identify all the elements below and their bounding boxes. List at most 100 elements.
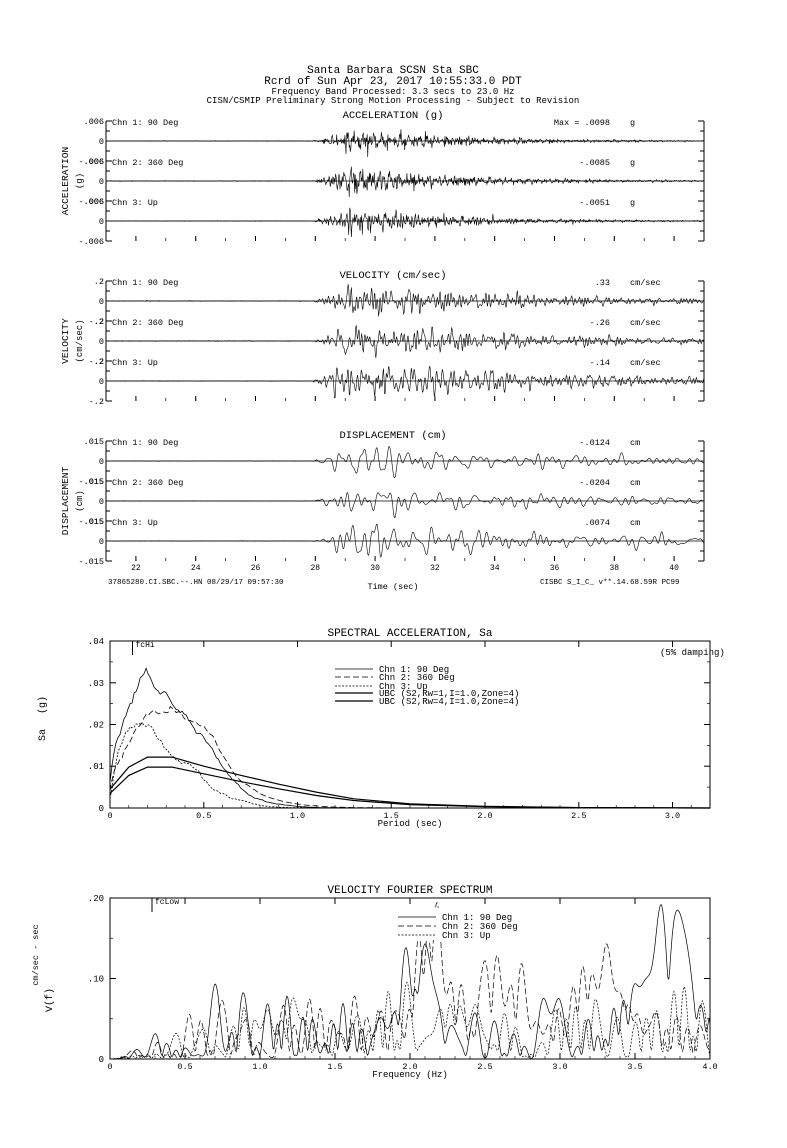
svg-text:cm/sec: cm/sec	[630, 278, 661, 288]
svg-text:0: 0	[99, 297, 104, 307]
svg-text:1.0: 1.0	[252, 1062, 267, 1072]
svg-text:28: 28	[310, 564, 320, 573]
svg-text:38: 38	[609, 564, 619, 573]
svg-text:cm: cm	[630, 518, 640, 528]
svg-text:Chn 1: 90 Deg: Chn 1: 90 Deg	[112, 278, 178, 288]
svg-text:.015: .015	[84, 517, 104, 527]
svg-text:(g): (g)	[37, 696, 49, 714]
svg-text:fcHi: fcHi	[136, 641, 155, 650]
svg-text:2.5: 2.5	[571, 811, 586, 821]
svg-text:.03: .03	[88, 679, 104, 689]
svg-text:Chn 3: Up: Chn 3: Up	[112, 518, 158, 528]
svg-text:V(f): V(f)	[44, 988, 56, 1012]
svg-text:-.0124: -.0124	[579, 438, 610, 448]
svg-text:CISN/CSMIP Preliminary Strong: CISN/CSMIP Preliminary Strong Motion Pro…	[207, 96, 580, 106]
svg-text:(5% damping): (5% damping)	[660, 648, 725, 658]
svg-text:24: 24	[191, 564, 201, 573]
svg-text:-.015: -.015	[78, 557, 104, 567]
svg-text:Chn 2: 360 Deg: Chn 2: 360 Deg	[112, 158, 183, 168]
svg-text:0: 0	[107, 811, 112, 821]
svg-text:-.0085: -.0085	[579, 158, 610, 168]
svg-text:(cm): (cm)	[75, 490, 85, 512]
svg-text:Chn 1: 90 Deg: Chn 1: 90 Deg	[112, 118, 178, 128]
svg-text:.10: .10	[88, 975, 104, 985]
svg-text:VELOCITY FOURIER SPECTRUM: VELOCITY FOURIER SPECTRUM	[327, 885, 492, 897]
svg-text:Chn 3: Up: Chn 3: Up	[112, 358, 158, 368]
svg-text:3.0: 3.0	[552, 1062, 567, 1072]
svg-text:cm/sec - sec: cm/sec - sec	[31, 924, 41, 985]
svg-text:DISPLACEMENT: DISPLACEMENT	[60, 467, 71, 536]
svg-text:.04: .04	[88, 637, 104, 647]
svg-text:2.0: 2.0	[477, 811, 492, 821]
svg-text:Frequency (Hz): Frequency (Hz)	[372, 1070, 448, 1080]
svg-text:0: 0	[107, 1062, 112, 1072]
svg-text:.006: .006	[84, 117, 104, 127]
svg-text:36: 36	[550, 564, 560, 573]
svg-text:Period (sec): Period (sec)	[378, 819, 443, 829]
svg-text:.2: .2	[94, 317, 104, 327]
svg-text:Chn 2: 360 Deg: Chn 2: 360 Deg	[112, 478, 183, 488]
svg-text:0: 0	[99, 1055, 104, 1065]
svg-text:.015: .015	[84, 477, 104, 487]
svg-text:0: 0	[99, 217, 104, 227]
svg-text:Chn 2: 360 Deg: Chn 2: 360 Deg	[112, 318, 183, 328]
svg-text:0: 0	[99, 137, 104, 147]
svg-text:Max = .0098: Max = .0098	[554, 118, 610, 128]
svg-text:.0074: .0074	[584, 518, 610, 528]
svg-text:0: 0	[99, 377, 104, 387]
svg-text:4.0: 4.0	[702, 1062, 717, 1072]
svg-text:.20: .20	[88, 894, 104, 904]
svg-text:-.14: -.14	[590, 358, 610, 368]
svg-text:0: 0	[99, 537, 104, 547]
svg-text:UBC (S2,Rw=4,I=1.0,Zone=4): UBC (S2,Rw=4,I=1.0,Zone=4)	[379, 697, 519, 707]
svg-text:.01: .01	[88, 762, 104, 772]
svg-text:cm/sec: cm/sec	[630, 318, 661, 328]
svg-text:.015: .015	[84, 437, 104, 447]
svg-text:g: g	[630, 118, 635, 128]
svg-text:cm: cm	[630, 438, 640, 448]
svg-text:g: g	[630, 198, 635, 208]
svg-text:3.0: 3.0	[665, 811, 680, 821]
svg-text:(g): (g)	[75, 173, 85, 189]
svg-text:37865280.CI.SBC.--.HN 08/29/17: 37865280.CI.SBC.--.HN 08/29/17 09:57:30	[108, 579, 284, 587]
svg-text:0.5: 0.5	[196, 811, 211, 821]
svg-text:Chn 3: Up: Chn 3: Up	[442, 931, 491, 941]
svg-text:Time (sec): Time (sec)	[367, 582, 418, 592]
svg-text:cm/sec: cm/sec	[630, 358, 661, 368]
svg-text:34: 34	[490, 564, 500, 573]
svg-text:30: 30	[370, 564, 380, 573]
svg-text:26: 26	[251, 564, 261, 573]
svg-text:Chn 1: 90 Deg: Chn 1: 90 Deg	[112, 438, 178, 448]
svg-text:.33: .33	[595, 278, 610, 288]
svg-text:.2: .2	[94, 357, 104, 367]
svg-text:1.0: 1.0	[290, 811, 305, 821]
svg-text:VELOCITY: VELOCITY	[60, 318, 71, 364]
svg-text:fcLow: fcLow	[155, 898, 179, 907]
svg-text:Sa: Sa	[38, 729, 49, 741]
svg-text:DISPLACEMENT (cm): DISPLACEMENT (cm)	[339, 430, 446, 442]
svg-text:VELOCITY (cm/sec): VELOCITY (cm/sec)	[339, 270, 446, 282]
svg-text:.006: .006	[84, 157, 104, 167]
svg-text:.006: .006	[84, 197, 104, 207]
svg-text:ACCELERATION: ACCELERATION	[60, 147, 71, 215]
svg-text:.2: .2	[94, 277, 104, 287]
svg-text:22: 22	[131, 564, 141, 573]
svg-text:0: 0	[99, 804, 104, 814]
svg-text:3.5: 3.5	[627, 1062, 642, 1072]
svg-text:0.5: 0.5	[177, 1062, 192, 1072]
svg-text:CISBC S_I_C_ v**.14.68.59R PC: CISBC S_I_C_ v**.14.68.59R PC99	[540, 579, 680, 587]
svg-text:ACCELERATION (g): ACCELERATION (g)	[343, 110, 444, 122]
svg-text:2.5: 2.5	[477, 1062, 492, 1072]
svg-text:-.0051: -.0051	[579, 198, 610, 208]
svg-text:(cm/sec): (cm/sec)	[75, 319, 85, 362]
svg-text:-.26: -.26	[590, 318, 610, 328]
svg-text:-.006: -.006	[78, 237, 104, 247]
svg-text:0: 0	[99, 177, 104, 187]
svg-text:-.2: -.2	[89, 397, 104, 407]
svg-text:cm: cm	[630, 478, 640, 488]
svg-text:.02: .02	[88, 721, 104, 731]
svg-text:40: 40	[669, 564, 679, 573]
svg-text:0: 0	[99, 497, 104, 507]
svg-text:-.0204: -.0204	[579, 478, 610, 488]
svg-text:g: g	[630, 158, 635, 168]
